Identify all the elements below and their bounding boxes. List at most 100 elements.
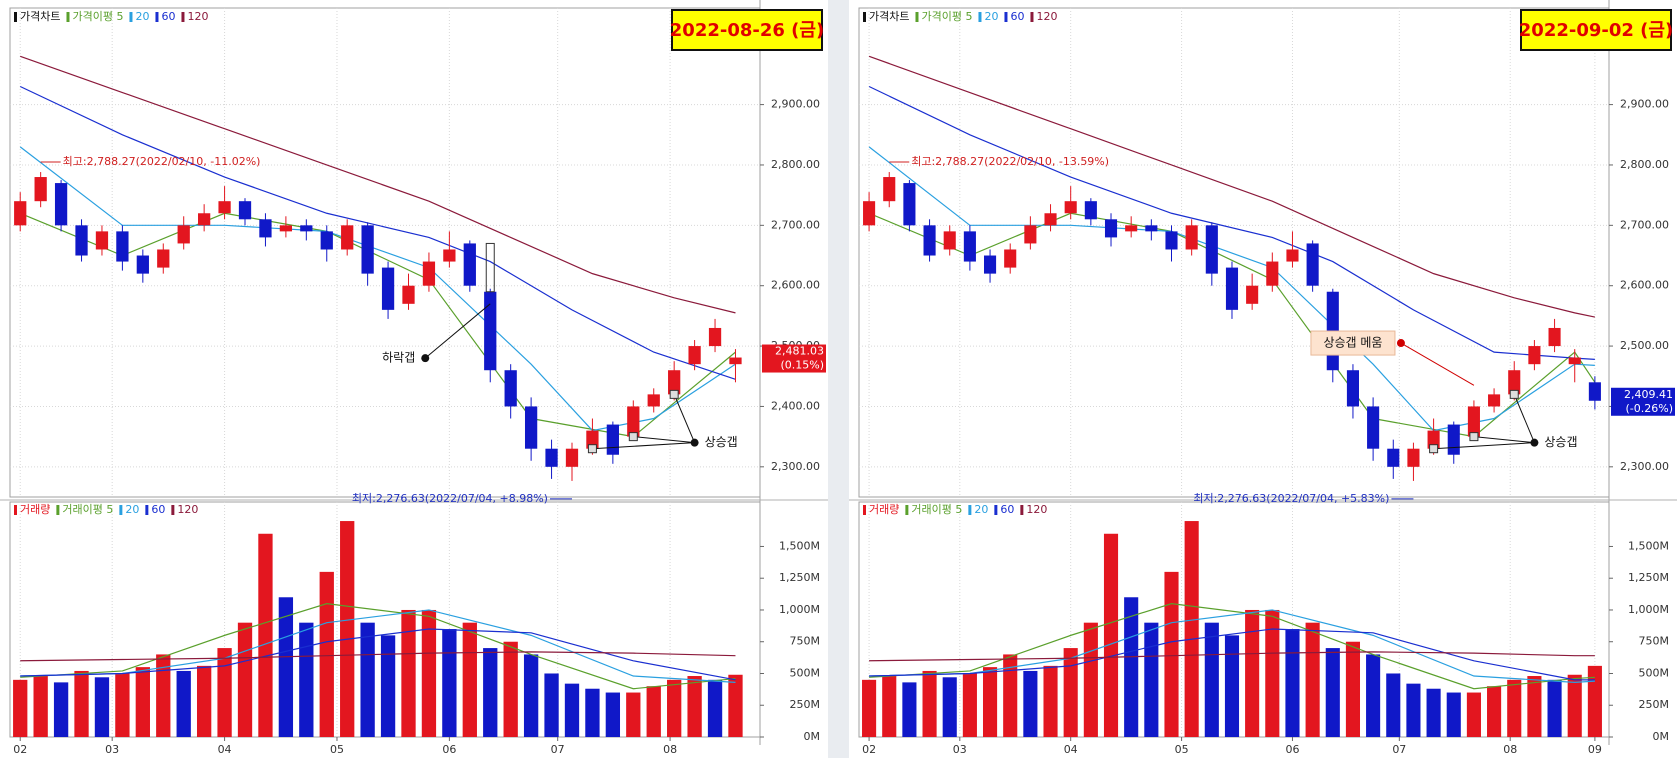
candle-body (402, 285, 415, 304)
candle-body (545, 448, 558, 467)
volume-bar (626, 692, 641, 737)
low-annotation: 최저:2,276.63(2022/07/04, +5.83%) (1193, 492, 1389, 505)
candle-body (1568, 357, 1581, 365)
legend-text: 가격차트 (20, 10, 60, 23)
volume-bar (544, 673, 559, 737)
volume-bar (1144, 622, 1159, 737)
volume-bar (1245, 609, 1260, 737)
y-tick-label: 2,700.00 (771, 218, 820, 231)
candle-body (1024, 225, 1037, 244)
volume-bar (1406, 683, 1421, 737)
date-badge-text: 2022-08-26 (금) (670, 20, 824, 41)
candle-body (95, 231, 109, 250)
annotation-line (1473, 436, 1535, 444)
x-tick-label: 02 (862, 743, 876, 756)
candle-body (1346, 370, 1359, 407)
volume-bar (707, 679, 723, 737)
legend-icon (155, 12, 159, 22)
date-badge (1520, 9, 1672, 51)
legend-text: 거래이평 5 (62, 503, 113, 516)
candle-body (300, 225, 313, 232)
legend-text: 120 (177, 503, 198, 516)
candle-body (75, 225, 88, 256)
volume-bar (115, 673, 130, 737)
volume-bar (360, 622, 375, 737)
volume-bar (1124, 597, 1139, 737)
y-tick-label: 2,800.00 (1620, 158, 1669, 171)
candle-body (1387, 448, 1400, 467)
candle-body (627, 406, 640, 437)
candle-body (1508, 370, 1521, 395)
gap-marker (628, 432, 638, 442)
candle-body (565, 448, 579, 467)
volume-bar (53, 682, 69, 737)
x-tick-label: 08 (663, 743, 677, 756)
volume-bar (319, 571, 334, 737)
volume-bar (196, 665, 212, 737)
ma-line (20, 55, 736, 314)
annotation-line (592, 442, 695, 450)
volume-bar (217, 648, 232, 737)
annotation-line (1513, 394, 1535, 443)
y-tick-label: 1,250M (779, 571, 820, 584)
volume-bar (1466, 692, 1481, 737)
legend-icon (863, 505, 866, 515)
candle-body (1407, 448, 1420, 467)
y-tick-label: 2,600.00 (1620, 279, 1669, 292)
y-tick-label: 1,500M (1628, 539, 1669, 552)
low-annotation: 최저:2,276.63(2022/07/04, +8.98%) (352, 492, 548, 505)
candle-body (1145, 225, 1158, 232)
candle-body (1084, 201, 1097, 220)
ma-line (19, 85, 736, 380)
candle-body (1165, 231, 1178, 250)
volume-bar (1587, 665, 1602, 737)
volume-bar (299, 622, 314, 737)
annotation-dot (421, 354, 430, 363)
candle-body (1205, 225, 1218, 274)
gap-up-label: 상승갭 (705, 435, 738, 449)
volume-bar (421, 609, 437, 737)
legend-icon (14, 12, 17, 22)
volume-bar (982, 667, 998, 737)
candle-body (1548, 327, 1561, 347)
y-tick-label: 250M (790, 698, 821, 711)
legend-icon (1004, 12, 1008, 22)
volume-bar (585, 688, 600, 737)
volume-bar (605, 692, 621, 737)
candle-body (1488, 394, 1501, 407)
candle-body (1225, 267, 1239, 310)
candle-body (34, 177, 47, 202)
ma-line (20, 609, 736, 683)
annotation-dot (690, 438, 699, 447)
legend-icon (968, 505, 972, 515)
candle-body (1125, 225, 1138, 232)
candle-body (606, 424, 619, 455)
volume-bar (258, 533, 273, 737)
x-tick-label: 06 (442, 743, 456, 756)
chart-panel: 020304050607082,300.002,400.002,500.002,… (0, 0, 828, 758)
candle-body (863, 201, 876, 226)
volume-bar (902, 682, 917, 737)
x-tick-label: 06 (1285, 743, 1299, 756)
volume-bar (1285, 629, 1300, 737)
gap-marker (1469, 432, 1479, 442)
last-price-box (1611, 387, 1675, 416)
volume-bar (1063, 648, 1078, 737)
candle-body (14, 201, 27, 226)
y-tick-label: 2,900.00 (1620, 98, 1669, 111)
volume-bar (13, 679, 28, 737)
candle-body (708, 327, 722, 347)
annotation-line (1433, 442, 1535, 450)
x-tick-label: 09 (1588, 743, 1602, 756)
date-badge-text: 2022-09-02 (금) (1519, 20, 1673, 41)
ma-line (869, 651, 1595, 662)
ma-line (20, 628, 736, 681)
volume-bar (1003, 654, 1018, 737)
y-tick-label: 250M (1639, 698, 1670, 711)
legend-icon (129, 12, 133, 22)
last-price: 2,481.03 (775, 345, 824, 358)
volume-bar (882, 676, 897, 737)
volume-bar (1487, 686, 1502, 737)
candle-body (1246, 285, 1259, 304)
